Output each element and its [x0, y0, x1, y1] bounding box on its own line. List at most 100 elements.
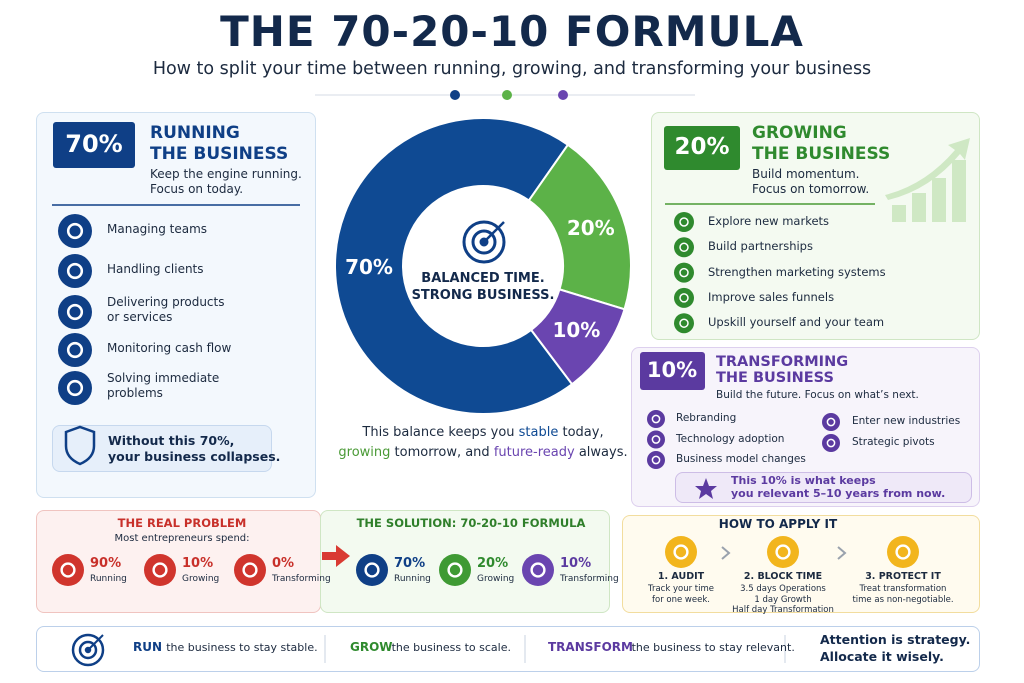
icon: [58, 333, 92, 367]
stat-value: 10%: [560, 556, 592, 571]
stat-value: 20%: [477, 556, 509, 571]
icon-glyph: [651, 435, 661, 444]
chevron: [837, 546, 847, 560]
note-text: you relevant 5–10 years from now.: [731, 487, 946, 500]
icon-glyph: [895, 544, 911, 560]
step-text: Track your time: [648, 584, 714, 594]
growth-chart-icon: [885, 138, 970, 222]
icon-glyph: [679, 318, 689, 328]
icon-glyph: [673, 544, 689, 560]
donut-segment: [334, 117, 574, 415]
icon-glyph: [447, 562, 463, 578]
icon-glyph: [679, 242, 689, 253]
warning-text: Without this 70%,: [108, 433, 235, 448]
note-text: This 10% is what keeps: [731, 474, 876, 487]
item-text: Rebranding: [676, 412, 737, 424]
star-icon: [695, 478, 717, 499]
icon: [58, 371, 92, 405]
shield-icon: [64, 425, 96, 466]
item-text: Handling clients: [107, 262, 204, 276]
item-text: Build partnerships: [708, 239, 813, 254]
stat-value: 0%: [272, 556, 295, 571]
icon-glyph: [530, 562, 546, 578]
footer-panel: [36, 626, 980, 672]
icon: [439, 554, 471, 586]
warning-box: [52, 425, 272, 472]
dot: [450, 90, 460, 100]
icon: [522, 554, 554, 586]
icon: [674, 212, 694, 232]
item-text: Business model changes: [676, 453, 806, 465]
step-text: Half day Transformation: [732, 605, 834, 615]
segment-label: 20%: [566, 215, 615, 240]
stat-value: 10%: [182, 556, 214, 571]
item-text: Strategic pivots: [852, 436, 935, 448]
title: THE 70-20-10 FORMULA: [220, 7, 804, 56]
note-box: [675, 472, 972, 503]
icon-glyph: [651, 414, 661, 424]
description: Build the future. Focus on what’s next.: [716, 389, 919, 401]
panel-title: GROWING: [752, 123, 847, 143]
icon-glyph: [66, 222, 84, 240]
center-text: BALANCED TIME.: [421, 271, 545, 286]
item-text: Upskill yourself and your team: [708, 315, 885, 330]
badge-text: 70%: [65, 130, 123, 158]
arrow: [322, 545, 350, 567]
footer-key: GROW: [350, 640, 393, 654]
icon-glyph: [364, 562, 380, 578]
item-text: Managing teams: [107, 222, 208, 236]
footer-text: the business to stay relevant.: [631, 641, 795, 654]
donut-segment: [529, 288, 626, 386]
item-text: Strengthen marketing systems: [708, 264, 886, 279]
stat-label: Growing: [182, 574, 220, 584]
description: Focus on tomorrow.: [752, 182, 870, 196]
icon-glyph: [242, 562, 258, 578]
icon-glyph: [826, 438, 836, 448]
panel-title: THE BUSINESS: [150, 144, 289, 164]
caption: growing tomorrow, and future-ready alway…: [338, 445, 628, 461]
stat-value: 70%: [394, 556, 426, 571]
icon: [58, 254, 92, 288]
caption-part: growing: [338, 445, 391, 460]
item-text: Explore new markets: [708, 214, 830, 228]
icon: [52, 554, 84, 586]
description: Build momentum.: [752, 167, 860, 181]
step-title: 3. PROTECT IT: [865, 571, 941, 582]
caption-part: always.: [574, 445, 628, 460]
icon: [234, 554, 266, 586]
icon: [674, 237, 694, 258]
closing-text: Attention is strategy.: [820, 632, 971, 647]
caption-part: tomorrow, and: [390, 445, 494, 460]
step-title: 1. AUDIT: [657, 571, 705, 582]
icon: [822, 434, 840, 452]
icon-glyph: [66, 379, 84, 397]
caption-part: This balance keeps you: [362, 425, 519, 440]
segment-label: 10%: [552, 318, 601, 343]
icon-glyph: [679, 217, 689, 227]
dot: [558, 90, 568, 100]
icon: [822, 413, 840, 431]
target-icon: [71, 633, 105, 667]
icon: [887, 536, 919, 568]
panel-title: THE BUSINESS: [716, 370, 834, 386]
stat-label: Running: [90, 574, 127, 584]
icon: [665, 536, 697, 568]
stat-label: Transforming: [272, 574, 331, 584]
dot: [502, 90, 512, 100]
icon-glyph: [60, 562, 76, 578]
footer-text: the business to stay stable.: [166, 641, 318, 654]
panel-title: RUNNING: [150, 123, 240, 143]
item-text: or services: [107, 310, 173, 324]
apply-panel: [622, 515, 980, 613]
item-text: Enter new industries: [852, 415, 961, 427]
icon-glyph: [66, 303, 84, 321]
segment-label: 70%: [345, 254, 393, 279]
description: Focus on today.: [150, 182, 244, 196]
problem-panel: [36, 510, 321, 613]
icon: [647, 410, 665, 428]
item-text: Technology adoption: [676, 432, 785, 445]
item-text: Improve sales funnels: [708, 289, 835, 304]
stat-value: 90%: [90, 556, 122, 571]
badge: [53, 122, 135, 168]
